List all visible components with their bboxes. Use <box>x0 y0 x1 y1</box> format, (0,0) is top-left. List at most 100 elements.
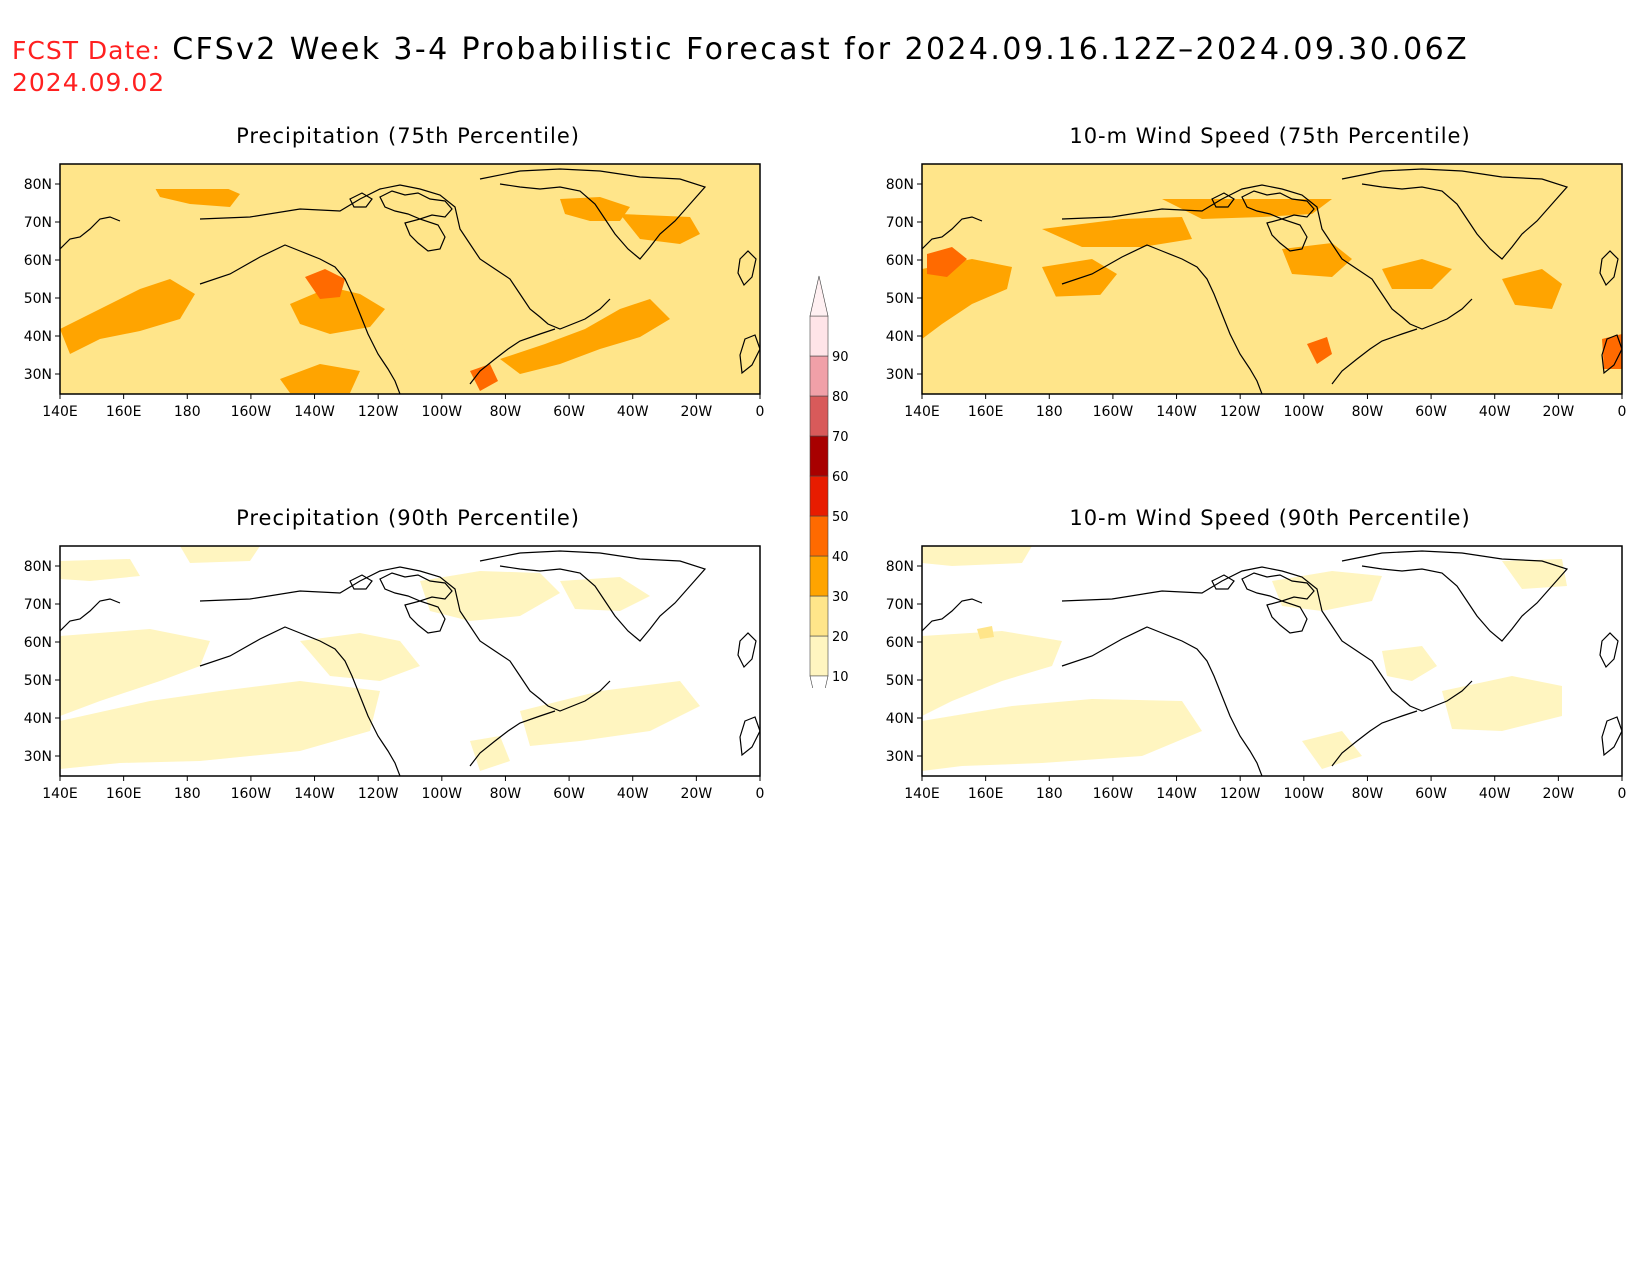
probability-region <box>380 244 480 289</box>
coastline <box>1341 550 1569 642</box>
lon-label: 40W <box>617 786 649 802</box>
lat-label: 50N <box>886 673 914 689</box>
colorbar-box <box>809 435 829 477</box>
lat-label: 50N <box>24 291 52 307</box>
lat-label: 70N <box>886 215 914 231</box>
lon-label: 180 <box>174 786 201 802</box>
lat-label: 80N <box>24 177 52 193</box>
panel-precip-75: Precipitation (75th Percentile) 140E 160E… <box>0 124 800 454</box>
colorbar-label: 90 <box>832 350 849 365</box>
probability-region <box>1362 299 1552 354</box>
coastline <box>1331 328 1418 385</box>
header: FCST Date: CFSv2 Week 3-4 Probabilistic … <box>12 32 1469 67</box>
probability-region <box>1442 676 1562 731</box>
probability-region <box>300 633 420 681</box>
fcst-date-value: 2024.09.02 <box>12 68 166 97</box>
coastline <box>199 244 401 394</box>
probability-region <box>1272 571 1382 611</box>
page-title: CFSv2 Week 3-4 Probabilistic Forecast fo… <box>172 32 1470 67</box>
lon-label: 100W <box>422 404 463 420</box>
probability-region <box>922 546 1032 566</box>
lon-label: 100W <box>1284 786 1325 802</box>
colorbar-label: 60 <box>832 470 849 485</box>
coastline <box>739 716 760 757</box>
coastline <box>1601 716 1622 757</box>
lon-label: 0 <box>756 786 765 802</box>
lon-label: 100W <box>422 786 463 802</box>
colorbar-label: 30 <box>832 590 849 605</box>
coastline <box>1211 192 1235 208</box>
map-frame <box>59 545 761 777</box>
probability-region <box>60 629 210 716</box>
lon-label: 80W <box>490 404 522 420</box>
probability-region <box>992 294 1192 339</box>
probability-region <box>560 577 650 611</box>
colorbar-top-arrow <box>809 275 829 317</box>
lon-label: 60W <box>1415 786 1447 802</box>
lon-label: 120W <box>358 786 399 802</box>
map-frame <box>59 163 761 395</box>
lon-label: 140W <box>294 786 335 802</box>
lon-label: 140E <box>42 404 78 420</box>
fcst-date-label: FCST Date: <box>12 36 162 65</box>
coastline <box>1061 244 1263 394</box>
lat-label: 80N <box>886 559 914 575</box>
coastline <box>737 632 757 669</box>
probability-region <box>400 329 490 369</box>
probability-region <box>500 299 670 374</box>
colorbar-box <box>809 475 829 517</box>
coastline <box>1061 566 1473 712</box>
probability-region <box>120 344 270 379</box>
probability-region <box>922 164 1622 199</box>
probability-region <box>180 546 260 563</box>
lon-label: 40W <box>617 404 649 420</box>
coastline <box>199 184 611 330</box>
lat-label: 50N <box>886 291 914 307</box>
lat-label: 80N <box>886 177 914 193</box>
coastline <box>199 626 401 776</box>
probability-region <box>927 247 967 277</box>
probability-region <box>60 164 760 189</box>
panel-title: Precipitation (75th Percentile) <box>236 124 580 148</box>
colorbar-box <box>809 355 829 397</box>
probability-region <box>470 736 510 771</box>
coastline <box>1266 600 1308 634</box>
colorbar-label: 10 <box>832 670 849 685</box>
coastline <box>1601 334 1622 375</box>
lon-label: 80W <box>1352 786 1384 802</box>
coastline <box>1341 168 1569 260</box>
coastline <box>739 334 760 375</box>
lon-label: 160W <box>231 786 272 802</box>
coastline <box>479 550 707 642</box>
lat-label: 30N <box>24 367 52 383</box>
coastline <box>469 710 556 767</box>
lon-label: 120W <box>358 404 399 420</box>
probability-region <box>560 197 630 221</box>
coastline <box>349 574 373 590</box>
lat-label: 80N <box>24 559 52 575</box>
coastline <box>479 168 707 260</box>
panel-title: 10-m Wind Speed (90th Percentile) <box>1069 506 1471 530</box>
coastline <box>1599 250 1619 287</box>
coastline <box>60 216 121 250</box>
lon-label: 0 <box>1618 404 1627 420</box>
coastline <box>1241 190 1315 220</box>
colorbar-label: 40 <box>832 550 849 565</box>
probability-fields <box>60 546 700 771</box>
coastline <box>469 328 556 385</box>
probability-region <box>60 681 380 769</box>
coastline <box>404 218 446 252</box>
lon-label: 60W <box>553 786 585 802</box>
colorbar-box <box>809 395 829 437</box>
probability-region <box>620 214 700 244</box>
map-precip-90: 140E 160E 180 160W 140W 120W 100W 80W 60W 40W 20W 0… <box>24 545 765 802</box>
lon-label: 100W <box>1284 404 1325 420</box>
coastline <box>1266 218 1308 252</box>
coastline <box>737 250 757 287</box>
probability-region <box>1192 349 1312 389</box>
probability-region <box>305 269 345 299</box>
lat-label: 60N <box>886 635 914 651</box>
lon-label: 160E <box>106 404 142 420</box>
probability-fields <box>922 546 1567 771</box>
lon-label: 40W <box>1479 404 1511 420</box>
